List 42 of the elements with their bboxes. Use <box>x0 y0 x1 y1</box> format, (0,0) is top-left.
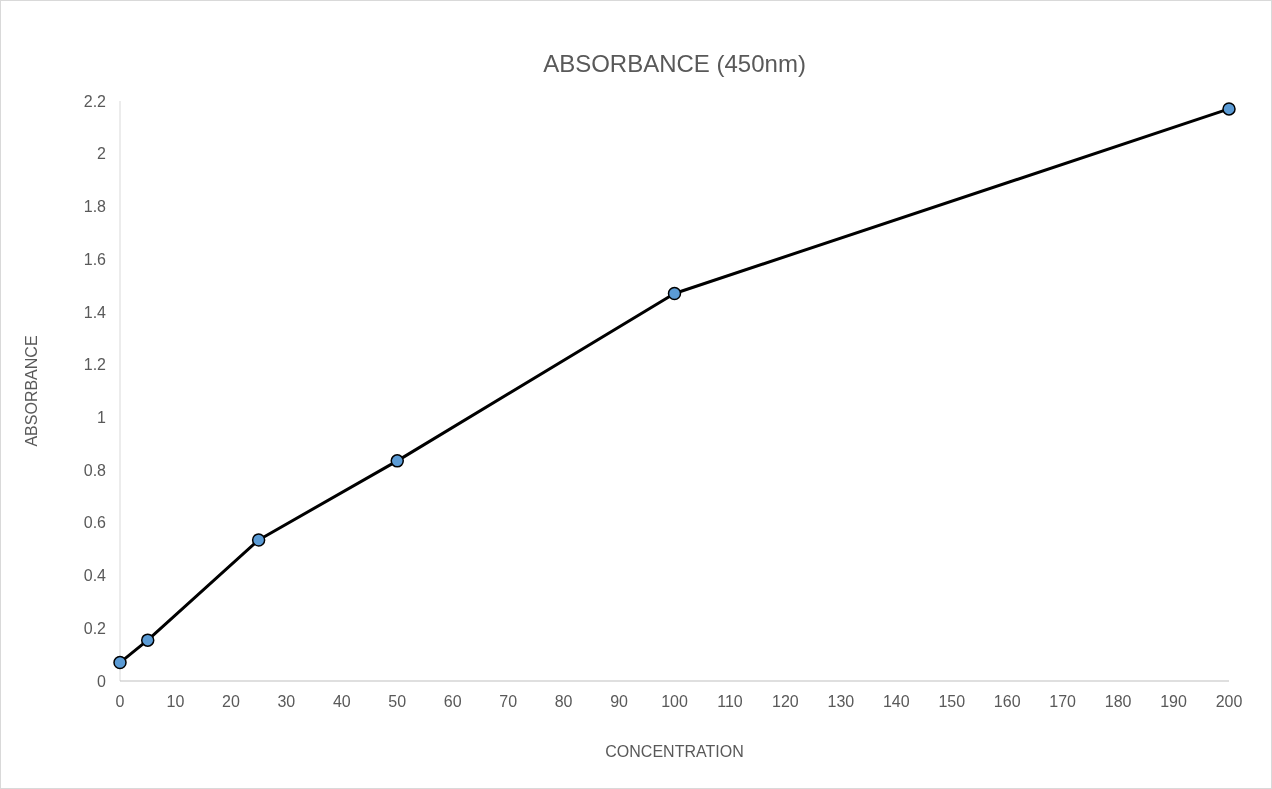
y-tick-label: 1.4 <box>83 303 107 321</box>
y-tick-label: 2.2 <box>83 92 107 110</box>
chart-title: ABSORBANCE (450nm) <box>543 50 806 77</box>
x-tick-label: 40 <box>332 693 351 710</box>
point <box>390 454 404 468</box>
x-tick-label: 50 <box>388 693 407 710</box>
y-axis-title: ABSORBANCE <box>23 335 40 447</box>
y-tick-label: 1.2 <box>83 356 107 374</box>
y-tick-label: 0.8 <box>83 461 107 479</box>
y-tick-label: 1.8 <box>83 198 107 216</box>
x-tick-label: 30 <box>277 693 296 710</box>
x-tick-label: 140 <box>882 693 910 710</box>
x-tick-label: 0 <box>115 693 125 710</box>
y-tick-label: 0 <box>97 672 107 690</box>
point <box>251 533 266 547</box>
x-tick-label: 70 <box>499 693 518 710</box>
y-tick-label: 0.2 <box>83 619 107 637</box>
x-tick-label: 170 <box>1049 693 1077 710</box>
point <box>140 633 155 647</box>
x-tick-label: 110 <box>717 693 743 710</box>
y-tick-label: 1.6 <box>83 250 107 268</box>
x-tick-label: 120 <box>772 693 799 710</box>
x-tick-label: 200 <box>1215 693 1243 710</box>
x-tick-label: 10 <box>166 693 185 710</box>
y-tick-label: 0.4 <box>83 567 107 585</box>
point <box>1222 102 1236 116</box>
y-tick-label: 2 <box>97 145 107 163</box>
y-tick-label: 1 <box>97 408 107 426</box>
point <box>667 286 682 301</box>
x-tick-label: 100 <box>661 693 688 710</box>
x-tick-label: 20 <box>222 693 240 710</box>
x-tick-label: 160 <box>993 693 1021 710</box>
x-tick-label: 90 <box>610 693 629 710</box>
x-tick-label: 60 <box>443 693 462 710</box>
x-tick-label: 80 <box>554 693 573 710</box>
x-tick-label: 130 <box>827 693 855 710</box>
y-tick-label: 0.6 <box>83 514 107 532</box>
x-tick-label: 150 <box>938 693 966 710</box>
x-axis-title: CONCENTRATION <box>605 743 744 760</box>
x-tick-label: 180 <box>1104 693 1132 710</box>
point <box>113 655 127 670</box>
x-tick-label: 190 <box>1160 693 1187 710</box>
